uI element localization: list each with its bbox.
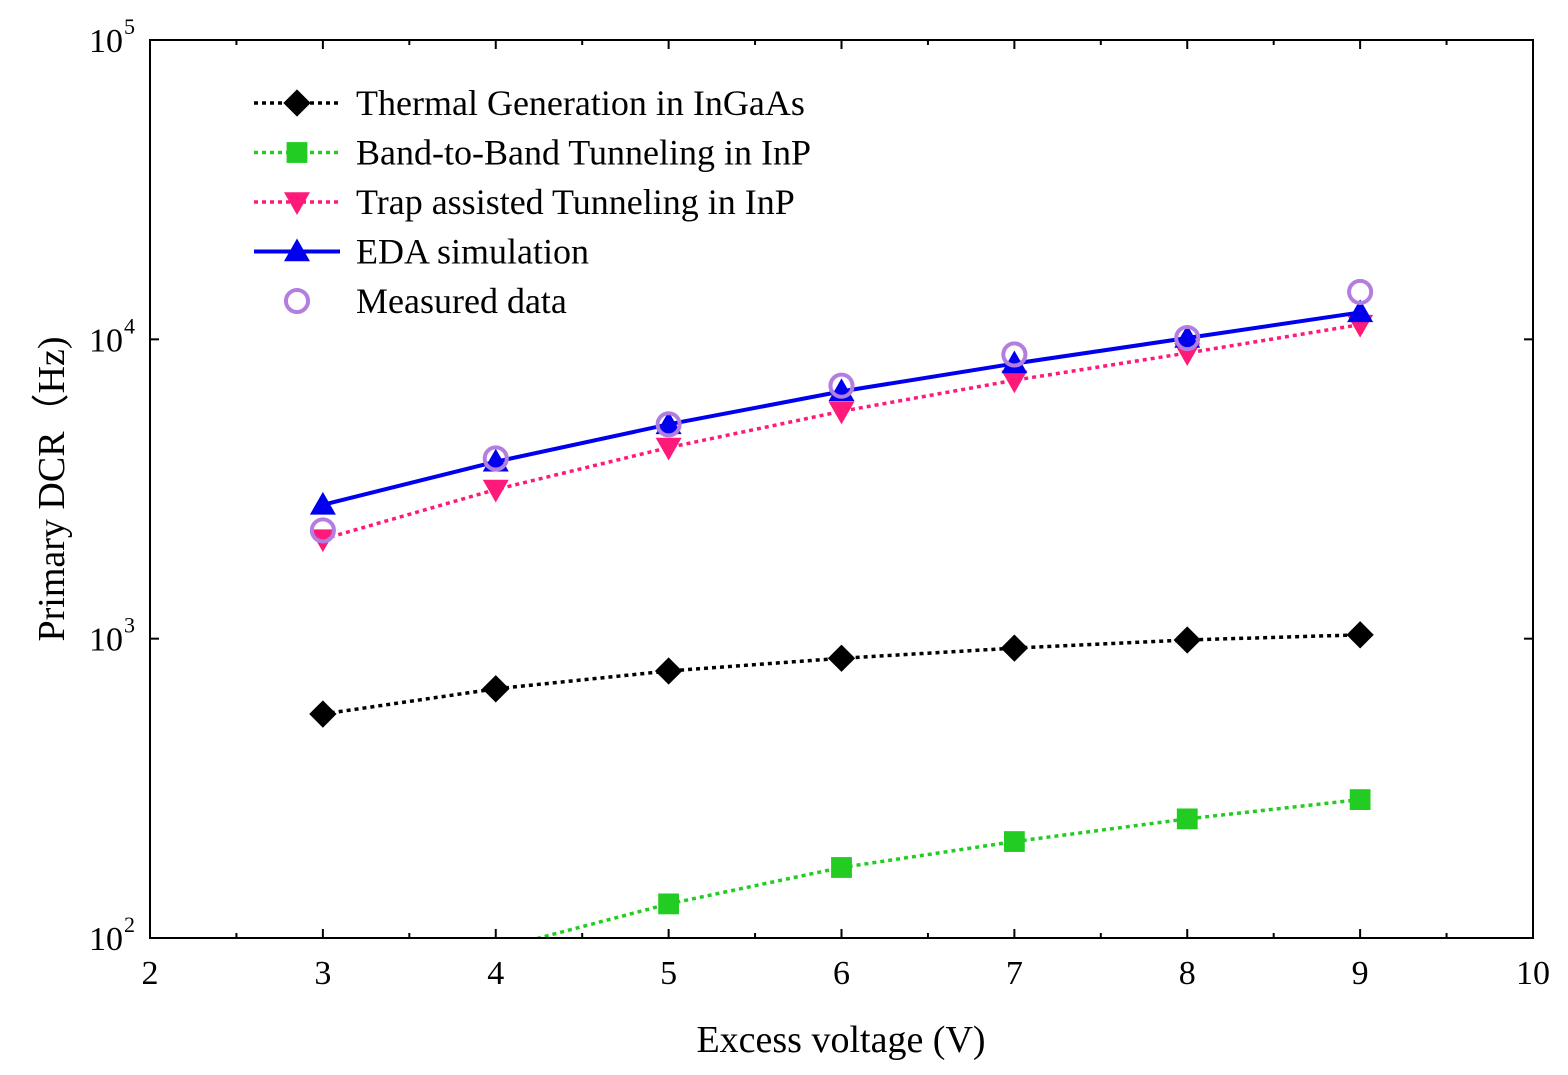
y-tick-label-base: 10 [89, 322, 123, 359]
data-point [655, 411, 682, 435]
data-point [1174, 325, 1201, 348]
data-point [828, 372, 855, 399]
data-point [482, 445, 509, 472]
data-point [1173, 626, 1201, 654]
ticks-layer [149, 39, 1534, 939]
data-point [1000, 634, 1029, 662]
data-point [482, 675, 510, 703]
legend-swatch-marker [283, 89, 311, 117]
data-point [655, 437, 682, 461]
data-point [1001, 341, 1028, 368]
y-tick-label-base: 10 [89, 23, 123, 60]
data-point [1001, 350, 1028, 374]
legend-label: Thermal Generation in InGaAs [356, 83, 805, 123]
x-tick-label: 3 [314, 955, 331, 992]
x-tick-label: 7 [1006, 955, 1023, 992]
data-point [831, 857, 852, 878]
x-tick-label: 10 [1516, 955, 1550, 992]
legend-swatch-marker [283, 287, 311, 315]
data-point [1349, 789, 1371, 810]
data-point [309, 491, 336, 515]
data-point [1346, 621, 1374, 649]
legend-swatch-marker [284, 192, 310, 215]
x-tick-label: 6 [833, 955, 850, 992]
x-tick-label: 8 [1179, 955, 1196, 992]
y-tick-label-exp: 4 [124, 313, 135, 338]
y-tick-label-base: 10 [89, 622, 123, 659]
x-axis-title: Excess voltage (V) [696, 1019, 985, 1061]
legend-swatch-marker [284, 238, 310, 262]
data-point [1347, 278, 1374, 305]
x-tick-label: 5 [660, 955, 677, 992]
y-tick-label-exp: 2 [124, 912, 135, 937]
legend: Thermal Generation in InGaAs Band-to-Band… [254, 83, 811, 321]
data-point [1174, 324, 1201, 352]
x-tick-label: 9 [1352, 955, 1369, 992]
data-point [309, 517, 336, 544]
series-layer [309, 278, 1374, 938]
x-tick-label: 2 [142, 955, 159, 992]
data-point [655, 411, 682, 438]
legend-label: Trap assisted Tunneling in InP [356, 182, 795, 222]
data-point [827, 644, 856, 672]
legend-swatch-marker [286, 142, 308, 163]
legend-label: Measured data [356, 281, 567, 321]
data-point [828, 401, 855, 425]
data-point [482, 479, 509, 503]
legend-label: Band-to-Band Tunneling in InP [356, 133, 811, 173]
y-tick-label-exp: 3 [124, 613, 135, 638]
data-point [1001, 370, 1028, 394]
data-point [1347, 299, 1374, 323]
data-point [1176, 808, 1198, 830]
legend-label: EDA simulation [356, 232, 589, 272]
y-tick-label-base: 10 [89, 921, 123, 958]
series-line [533, 797, 1361, 938]
data-point [654, 657, 683, 685]
data-point [1003, 831, 1025, 852]
y-axis-title: Primary DCR（Hz) [31, 336, 73, 641]
data-point [309, 700, 337, 728]
series-clip-group [309, 278, 1374, 938]
x-tick-label: 4 [487, 955, 504, 992]
data-point [658, 893, 680, 915]
y-tick-label-exp: 5 [124, 14, 135, 39]
